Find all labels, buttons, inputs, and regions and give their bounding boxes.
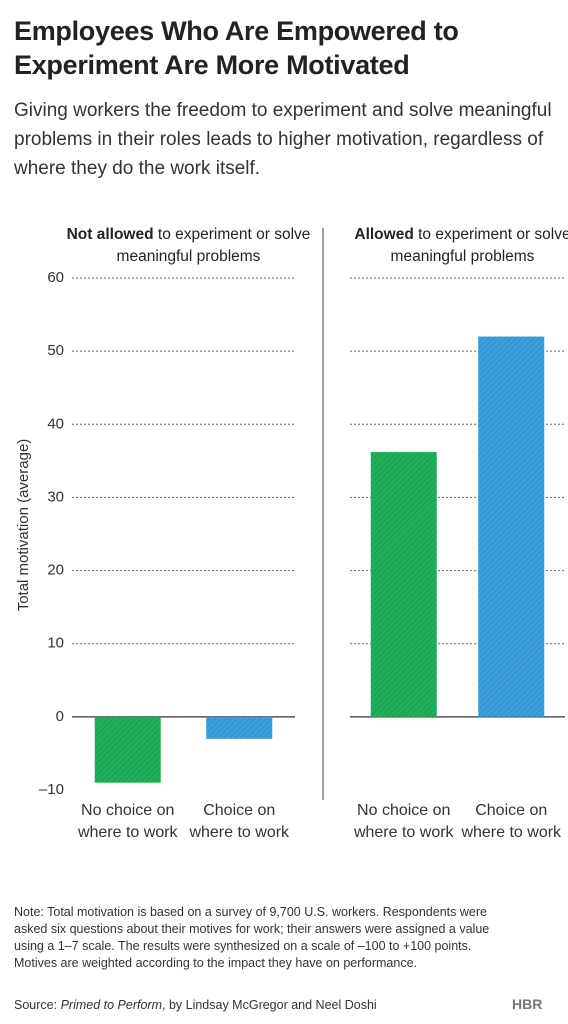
subtitle: Giving workers the freedom to experiment…: [14, 100, 552, 179]
y-tick-label: 20: [47, 562, 64, 579]
y-tick-label: 30: [47, 488, 64, 505]
x-tick-label: No choice on where to work: [77, 802, 178, 841]
panel-title-rest: to experiment or solve meaningful proble…: [390, 226, 568, 265]
bar: [478, 336, 545, 717]
y-axis-label: Total motivation (average): [15, 439, 32, 612]
y-tick-label: 0: [56, 708, 64, 725]
source-prefix: Source:: [14, 998, 58, 1012]
source-book: Primed to Perform: [60, 998, 162, 1012]
source-rest: , by Lindsay McGregor and Neel Doshi: [162, 998, 377, 1012]
y-tick-label: –10: [39, 781, 64, 798]
x-tick-label: Choice on where to work: [189, 802, 290, 841]
title: Employees Who Are Empowered to Experimen…: [14, 16, 459, 80]
bar: [370, 452, 437, 717]
bar: [206, 716, 273, 739]
x-tick-label: Choice on where to work: [461, 802, 562, 841]
panel-title-rest: to experiment or solve meaningful proble…: [116, 226, 311, 265]
note: Note: Total motivation is based on a sur…: [14, 905, 490, 970]
y-tick-label: 60: [47, 269, 64, 286]
panel-title: Allowed to experiment or solve meaningfu…: [338, 224, 568, 268]
y-tick-label: 40: [47, 415, 64, 432]
bar: [94, 716, 161, 783]
source: Source: Primed to Perform, by Lindsay Mc…: [14, 998, 377, 1012]
x-tick-label: No choice on where to work: [353, 802, 454, 841]
y-tick-label: 10: [47, 635, 64, 652]
y-tick-label: 50: [47, 342, 64, 359]
panel-title-bold: Allowed: [354, 226, 414, 243]
panel-title: Not allowed to experiment or solve meani…: [64, 224, 314, 268]
logo: HBR: [512, 996, 543, 1012]
panel-title-bold: Not allowed: [66, 226, 154, 243]
